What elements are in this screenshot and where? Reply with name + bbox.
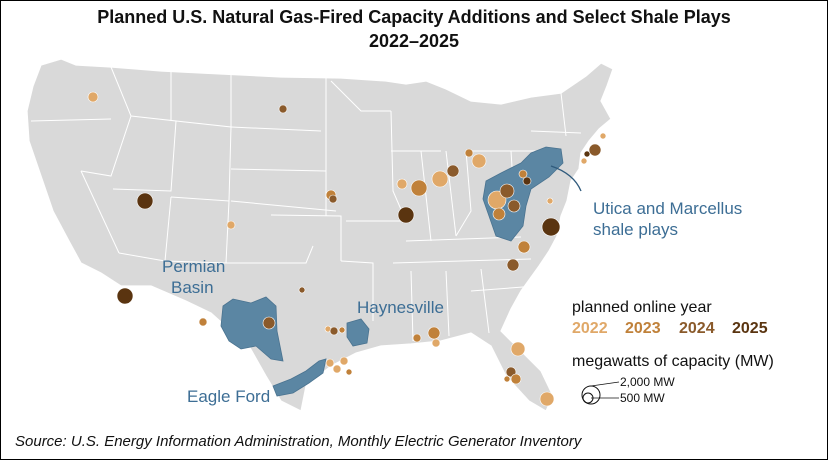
- plant-2022: [396, 178, 408, 190]
- plant-2024: [328, 194, 338, 204]
- permian-label-line1: Permian: [162, 257, 225, 276]
- utica-label-line2: shale plays: [593, 220, 678, 239]
- plant-2023: [518, 169, 528, 179]
- plant-2022: [599, 132, 607, 140]
- plant-2023: [510, 373, 522, 385]
- title-line-1: Planned U.S. Natural Gas-Fired Capacity …: [97, 7, 731, 27]
- plant-2022: [226, 220, 236, 230]
- legend: planned online year 2022 2023 2024 2025 …: [572, 299, 774, 405]
- plant-2023: [198, 317, 208, 327]
- plant-2024: [499, 183, 515, 199]
- plant-2025: [522, 176, 532, 186]
- plant-2025: [136, 192, 154, 210]
- title-line-2: 2022–2025: [368, 31, 460, 51]
- plant-2022: [431, 170, 449, 188]
- plant-2025: [583, 150, 591, 158]
- plant-2022: [471, 153, 487, 169]
- legend-year-title: planned online year: [572, 299, 712, 316]
- plant-2025: [116, 287, 134, 305]
- plant-2022: [539, 391, 555, 407]
- plant-2024: [262, 316, 276, 330]
- plant-2024: [278, 104, 288, 114]
- plant-2022: [325, 358, 335, 368]
- plant-2022: [546, 197, 554, 205]
- legend-size-title: megawatts of capacity (MW): [572, 353, 774, 370]
- permian-label-line2: Basin: [171, 278, 214, 297]
- eagle-ford-shale: [272, 358, 327, 397]
- plant-2023: [412, 333, 422, 343]
- us-landmass: [26, 58, 614, 412]
- plant-2023: [345, 368, 353, 376]
- plant-2022: [339, 356, 349, 366]
- source-note: Source: U.S. Energy Information Administ…: [15, 433, 582, 450]
- plant-2024: [588, 143, 602, 157]
- permian-basin-shale: [220, 296, 284, 362]
- plant-2023: [503, 375, 511, 383]
- haynesville-label: Haynesville: [357, 298, 444, 317]
- eagle-ford-label: Eagle Ford: [187, 387, 270, 406]
- plant-2022: [87, 91, 99, 103]
- plant-2024: [446, 164, 460, 178]
- plant-2024: [506, 258, 520, 272]
- state-borders: [30, 66, 582, 342]
- plant-2022: [332, 364, 342, 374]
- plant-markers: [87, 91, 607, 407]
- plant-2023: [410, 179, 428, 197]
- legend-year-2025: 2025: [732, 320, 768, 337]
- legend-year-2024: 2024: [679, 320, 715, 337]
- plant-2023: [517, 240, 531, 254]
- plant-2023: [338, 326, 346, 334]
- haynesville-shale: [346, 318, 370, 347]
- shale-labels: Utica and Marcellus shale plays Permian …: [162, 199, 742, 406]
- legend-year-2022: 2022: [572, 320, 608, 337]
- plant-2024: [298, 286, 306, 294]
- plant-2022: [510, 341, 526, 357]
- utica-label-line1: Utica and Marcellus: [593, 199, 742, 218]
- legend-size-small: 500 MW: [620, 391, 665, 405]
- plant-2024: [507, 199, 521, 213]
- plant-2025: [397, 206, 415, 224]
- plant-2023: [464, 148, 474, 158]
- plant-2022: [580, 157, 588, 165]
- utica-pointer-line: [550, 165, 582, 192]
- plant-2025: [541, 217, 561, 237]
- plant-2024: [329, 326, 339, 336]
- plant-2022: [431, 338, 441, 348]
- legend-year-2023: 2023: [625, 320, 661, 337]
- legend-size-large: 2,000 MW: [620, 375, 675, 389]
- plant-2023: [492, 207, 506, 221]
- plant-2023: [427, 326, 441, 340]
